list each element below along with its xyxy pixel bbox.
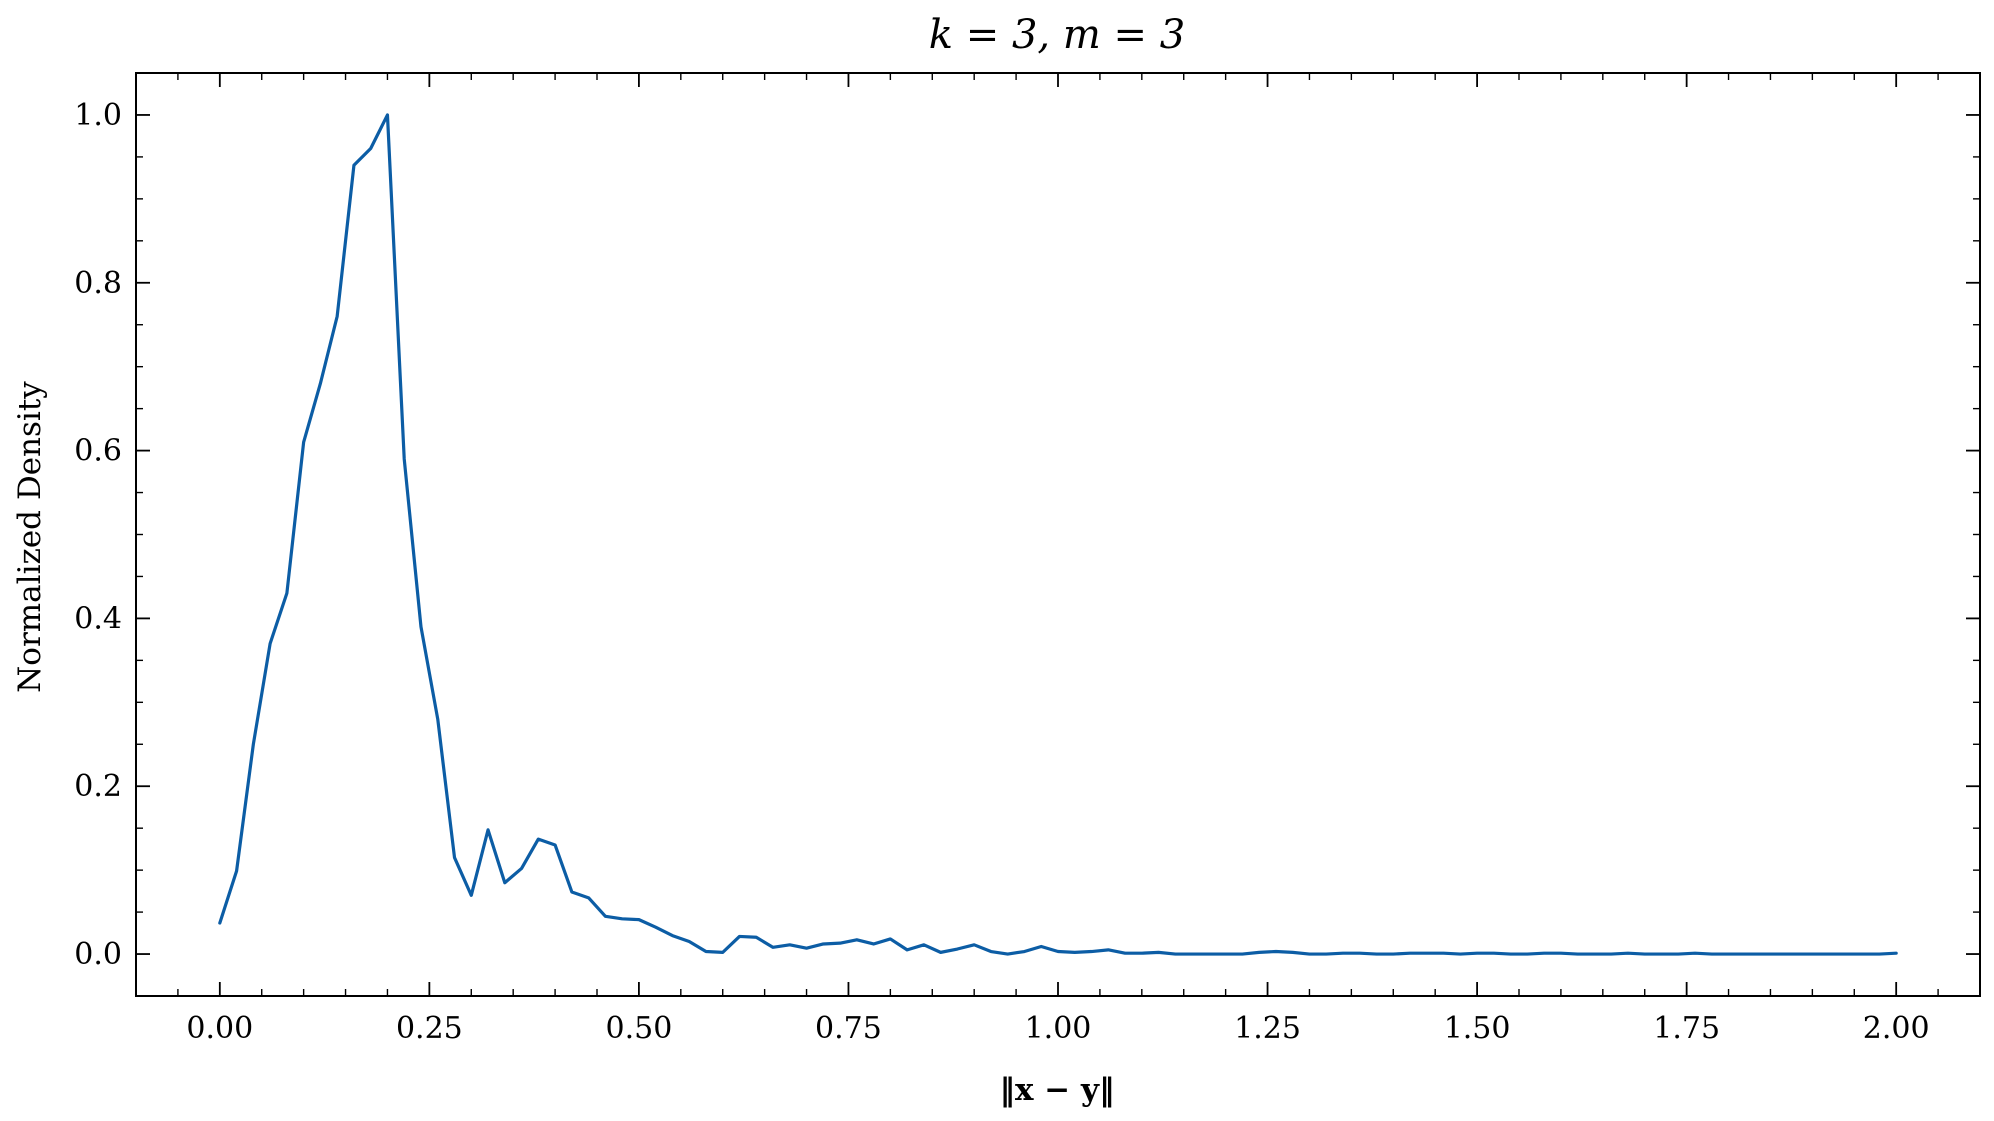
- x-tick-label: 0.50: [606, 1011, 673, 1046]
- x-tick-label: 0.00: [186, 1011, 253, 1046]
- y-axis-label: Normalized Density: [12, 381, 48, 693]
- x-tick-label: 2.00: [1863, 1011, 1930, 1046]
- y-tick-label: 0.6: [74, 434, 122, 469]
- y-axis-ticks: 0.0 0.2 0.4 0.6 0.8 1.0: [74, 98, 1980, 972]
- y-tick-label: 0.8: [74, 266, 122, 301]
- x-axis-label: ‖x − y‖: [999, 1072, 1114, 1108]
- x-tick-label: 0.25: [396, 1011, 463, 1046]
- x-tick-label: 1.25: [1234, 1011, 1301, 1046]
- x-tick-label: 1.50: [1444, 1011, 1511, 1046]
- x-tick-label: 1.75: [1653, 1011, 1720, 1046]
- x-tick-label: 1.00: [1025, 1011, 1092, 1046]
- plot-frame: [135, 72, 1981, 997]
- y-tick-label: 0.4: [74, 601, 122, 636]
- x-axis-ticks: 0.00 0.25 0.50 0.75 1.00 1.25 1.50 1.75 2.00: [186, 73, 1930, 1046]
- y-tick-label: 0.0: [74, 937, 122, 972]
- chart-title: k = 3, m = 3: [929, 12, 1185, 58]
- y-tick-label: 1.0: [74, 98, 122, 133]
- data-points: [219, 114, 1897, 955]
- x-tick-label: 0.75: [815, 1011, 882, 1046]
- y-tick-label: 0.2: [74, 769, 122, 804]
